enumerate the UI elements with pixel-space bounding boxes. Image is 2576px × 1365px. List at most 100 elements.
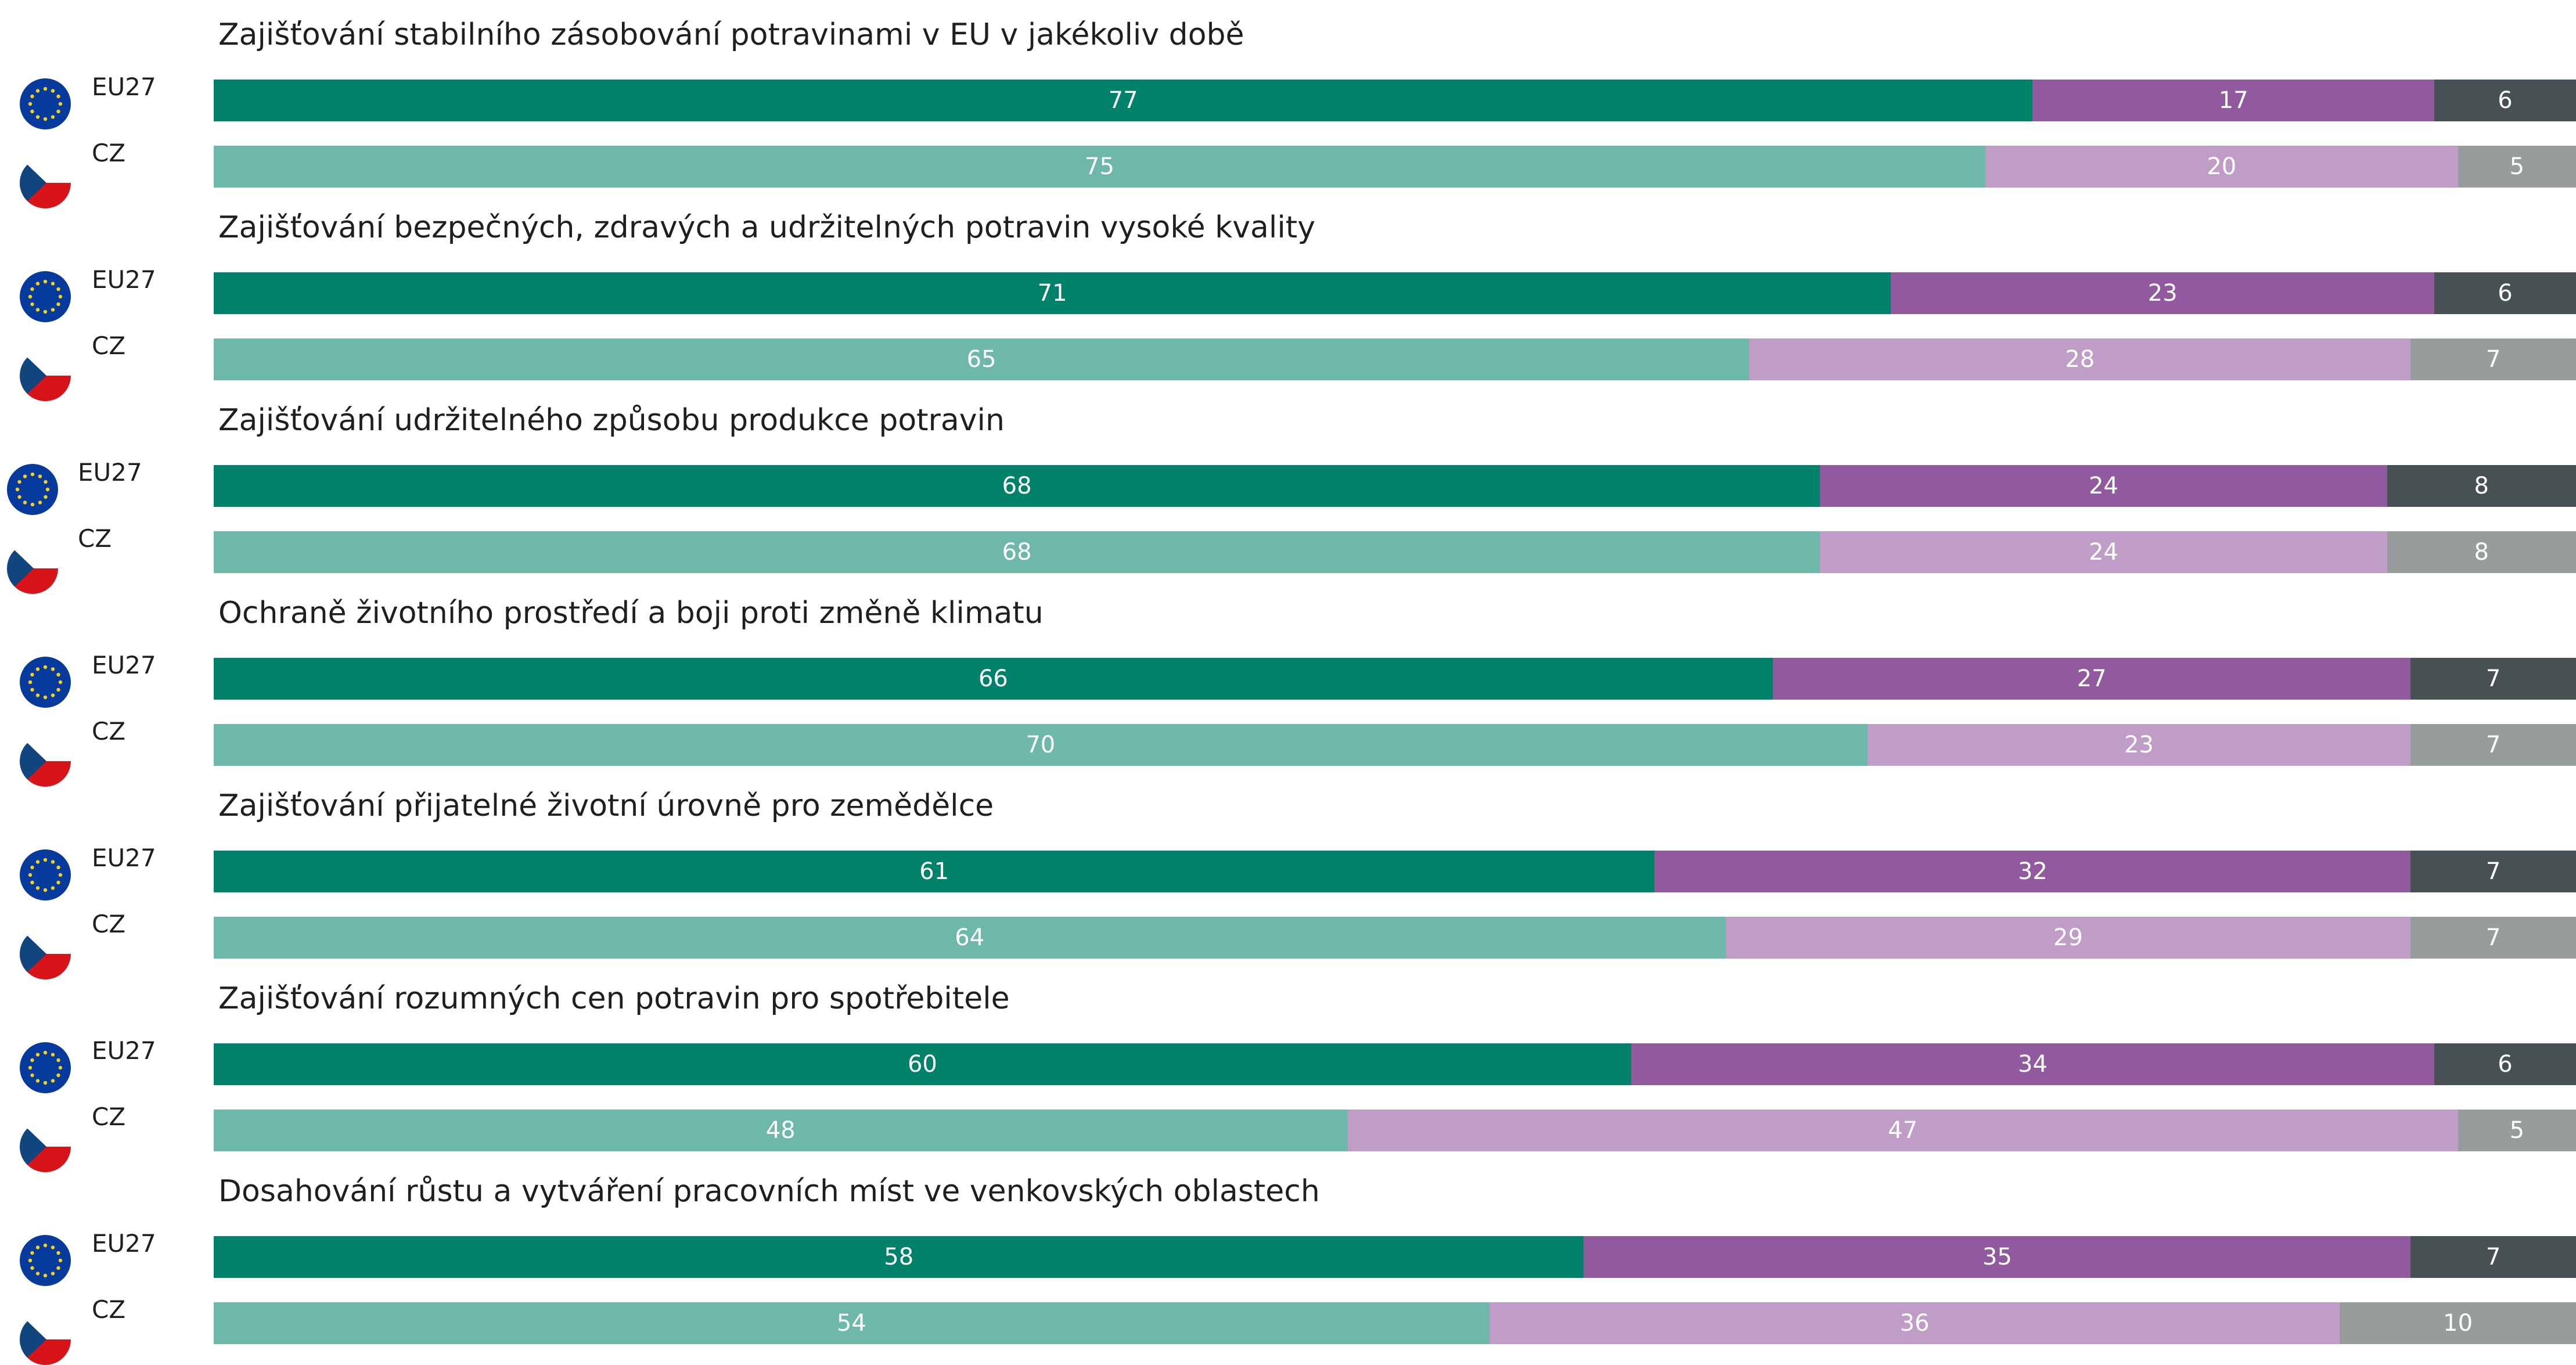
bar-value-label: 29 (2053, 924, 2083, 951)
bar-value-label: 64 (955, 924, 985, 951)
bar-segment (1891, 272, 2434, 314)
bar-value-label: 6 (2498, 87, 2513, 114)
bar-row: 68 24 8 (214, 465, 2576, 507)
bar-value-label: 6 (2498, 1051, 2513, 1078)
bar-segment (214, 1302, 1490, 1344)
bar-segment (2032, 80, 2434, 121)
bar-segment (214, 272, 1891, 314)
bar-row: 58 35 7 (214, 1236, 2576, 1278)
czech-flag-icon (20, 736, 71, 787)
eu-flag-icon (20, 657, 71, 708)
bar-value-label: 27 (2077, 665, 2107, 692)
bar-value-label: 47 (1888, 1117, 1918, 1144)
bar-segment (2410, 1236, 2576, 1278)
bar-value-label: 68 (1002, 539, 1032, 566)
bar-segment (1489, 1302, 2340, 1344)
category-title: Ochraně životního prostředí a boji proti… (218, 596, 1044, 631)
bar-value-label: 20 (2207, 153, 2237, 180)
category-title: Zajišťování bezpečných, zdravých a udrži… (218, 210, 1315, 245)
row-label: EU27 (92, 1229, 156, 1258)
bar-segment (214, 724, 1868, 766)
bar-segment (2387, 531, 2576, 573)
bar-value-label: 54 (836, 1310, 866, 1337)
czech-flag-icon (7, 543, 58, 594)
bar-segment (2410, 917, 2576, 959)
bar-segment (1867, 724, 2411, 766)
bar-segment (214, 658, 1773, 700)
bar-segment (2387, 465, 2576, 507)
bar-row: 65 28 7 (214, 338, 2576, 380)
bar-segment (214, 146, 1985, 188)
bar-value-label: 34 (2017, 1051, 2048, 1078)
bar-value-label: 7 (2485, 665, 2501, 692)
bar-segment (214, 1236, 1584, 1278)
bar-row: 60 34 6 (214, 1043, 2576, 1085)
bar-value-label: 8 (2474, 473, 2489, 499)
category-title: Zajišťování udržitelného způsobu produkc… (218, 403, 1005, 438)
bar-row: 68 24 8 (214, 531, 2576, 573)
row-label: CZ (92, 910, 126, 938)
row-label: CZ (92, 717, 126, 745)
row-label: EU27 (92, 1036, 156, 1065)
bar-value-label: 71 (1037, 280, 1067, 307)
bar-segment (2434, 1043, 2576, 1085)
bar-segment (214, 531, 1821, 573)
bar-value-label: 77 (1108, 87, 1138, 114)
bar-row: 61 32 7 (214, 851, 2576, 892)
bar-value-label: 60 (907, 1051, 937, 1078)
row-label: EU27 (92, 265, 156, 294)
category-title: Zajišťování stabilního zásobování potrav… (218, 17, 1244, 52)
bar-segment (214, 1043, 1631, 1085)
row-label: CZ (78, 524, 112, 553)
bar-value-label: 24 (2088, 473, 2118, 499)
bar-value-label: 7 (2485, 924, 2501, 951)
category-title: Zajišťování rozumných cen potravin pro s… (218, 981, 1010, 1016)
bar-segment (1772, 658, 2411, 700)
bar-segment (214, 80, 2033, 121)
row-label: EU27 (92, 844, 156, 872)
bar-row: 54 36 10 (214, 1302, 2576, 1344)
czech-flag-icon (20, 157, 71, 208)
row-label: CZ (92, 1295, 126, 1324)
eu-flag-icon (20, 271, 71, 322)
bar-value-label: 7 (2485, 346, 2501, 373)
bar-value-label: 35 (1982, 1244, 2012, 1270)
bar-value-label: 8 (2474, 539, 2489, 566)
bar-segment (1749, 338, 2411, 380)
bar-segment (1820, 531, 2387, 573)
bar-segment (2434, 272, 2576, 314)
bar-segment (1347, 1110, 2458, 1151)
bar-value-label: 66 (978, 665, 1008, 692)
bar-segment (2458, 1110, 2576, 1151)
bar-value-label: 10 (2443, 1310, 2473, 1337)
bar-value-label: 70 (1026, 732, 1056, 758)
bar-row: 71 23 6 (214, 272, 2576, 314)
bar-value-label: 75 (1085, 153, 1114, 180)
category-title: Zajišťování přijatelné životní úrovně pr… (218, 788, 994, 823)
row-label: EU27 (78, 458, 142, 487)
bar-segment (1631, 1043, 2434, 1085)
czech-flag-icon (20, 1121, 71, 1172)
eu-flag-icon (20, 1042, 71, 1093)
bar-value-label: 5 (2509, 153, 2525, 180)
bar-row: 64 29 7 (214, 917, 2576, 959)
row-label: CZ (92, 1103, 126, 1131)
czech-flag-icon (20, 928, 71, 979)
bar-segment (214, 851, 1655, 892)
row-label: CZ (92, 332, 126, 360)
bar-value-label: 24 (2088, 539, 2118, 566)
row-label: EU27 (92, 651, 156, 679)
bar-row: 77 17 6 (214, 80, 2576, 121)
bar-segment (214, 465, 1821, 507)
bar-value-label: 23 (2147, 280, 2178, 307)
bar-value-label: 28 (2065, 346, 2095, 373)
bar-segment (214, 338, 1750, 380)
bar-segment (2410, 338, 2576, 380)
bar-segment (2410, 658, 2576, 700)
bar-value-label: 7 (2485, 1244, 2501, 1270)
bar-value-label: 5 (2509, 1117, 2525, 1144)
bar-row: 66 27 7 (214, 658, 2576, 700)
bar-value-label: 48 (765, 1117, 796, 1144)
czech-flag-icon (20, 350, 71, 401)
category-title: Dosahování růstu a vytváření pracovních … (218, 1174, 1320, 1209)
